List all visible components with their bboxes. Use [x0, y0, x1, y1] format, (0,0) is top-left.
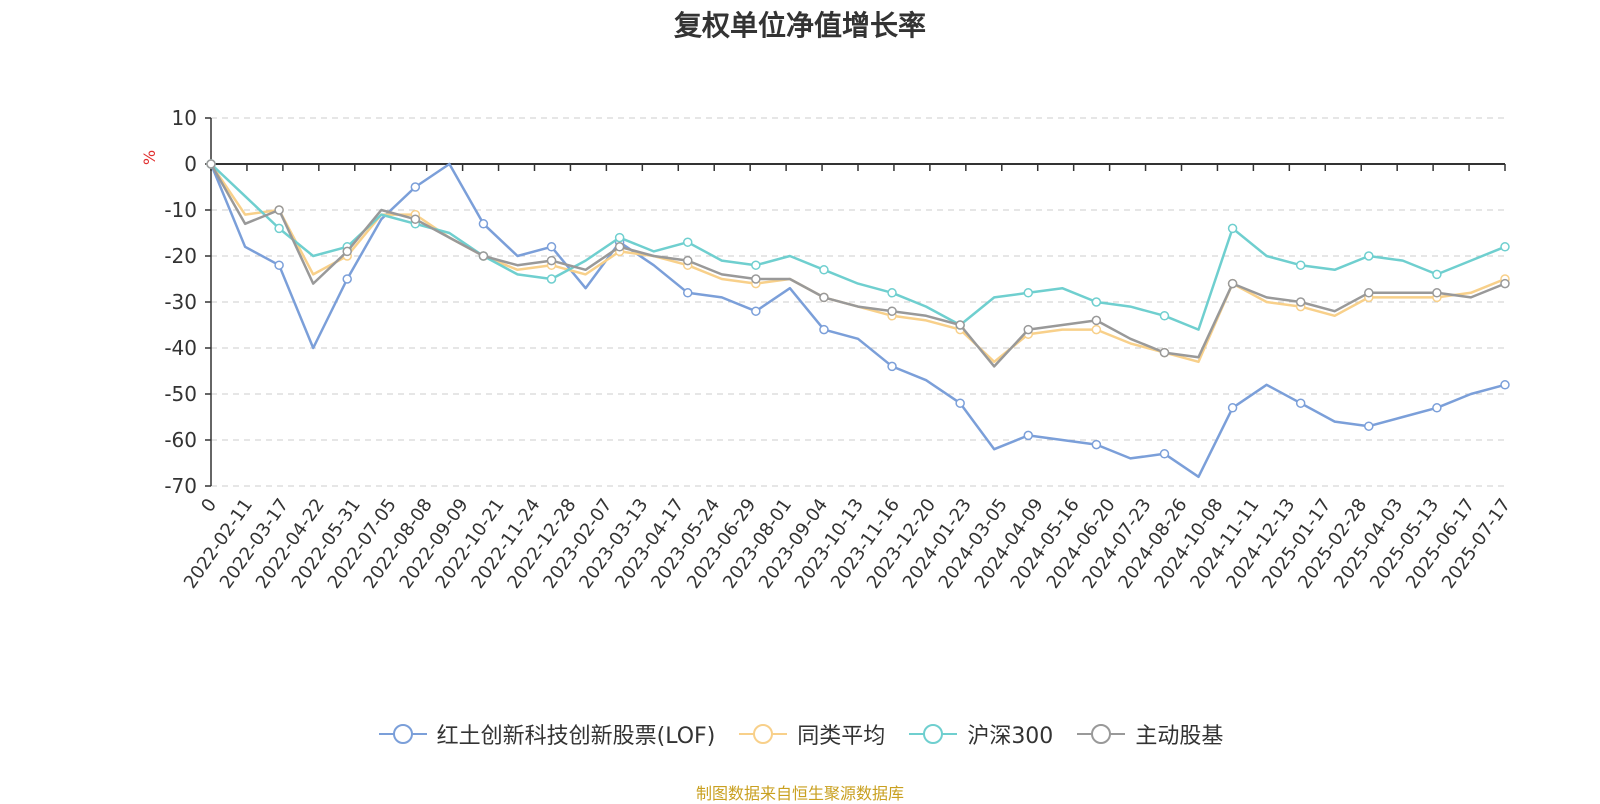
data-point	[1023, 288, 1034, 298]
axes	[205, 117, 1506, 487]
data-point	[1227, 278, 1238, 289]
data-point	[1364, 288, 1374, 298]
legend-swatch-icon	[909, 724, 958, 744]
x-tick-labels: 02022-02-112022-03-172022-04-222022-05-3…	[180, 495, 1515, 593]
legend-label: 红土创新科技创新股票(LOF)	[436, 724, 716, 749]
data-point	[1432, 269, 1442, 280]
data-point	[342, 246, 352, 257]
source-note: 制图数据来自恒生聚源数据库	[695, 784, 904, 803]
legend: 红土创新科技创新股票(LOF) 同类平均 沪深300 主动股基	[0, 718, 1600, 750]
data-point	[1023, 324, 1034, 335]
data-point	[887, 361, 897, 372]
data-point	[1227, 223, 1238, 234]
series-line	[210, 163, 1506, 331]
series-line	[209, 162, 1506, 479]
data-point	[478, 219, 489, 229]
legend-item[interactable]: 红土创新科技创新股票(LOF)	[377, 718, 716, 750]
data-point	[1159, 449, 1170, 459]
data-point	[1295, 260, 1306, 270]
legend-swatch-icon	[1077, 724, 1126, 744]
data-point	[1091, 315, 1102, 326]
data-point	[1159, 311, 1170, 321]
data-point	[206, 159, 216, 169]
data-point	[1364, 251, 1374, 261]
data-point	[887, 288, 897, 298]
data-point	[751, 274, 761, 284]
legend-item[interactable]: 主动股基	[1075, 718, 1223, 750]
data-point	[682, 288, 693, 298]
data-point	[819, 324, 829, 335]
y-tick-label: -40	[164, 336, 197, 360]
legend-label: 同类平均	[797, 724, 886, 749]
data-point	[614, 232, 625, 243]
data-point	[546, 242, 557, 252]
data-point	[887, 306, 897, 316]
data-point	[614, 242, 625, 252]
data-point	[682, 255, 693, 266]
chart-title: 复权单位净值增长率	[673, 9, 926, 42]
data-point	[1500, 278, 1510, 289]
data-point	[1227, 403, 1238, 413]
data-point	[1159, 347, 1170, 358]
legend-label: 主动股基	[1135, 724, 1224, 749]
data-point	[1091, 439, 1102, 450]
data-point	[342, 274, 352, 284]
y-tick-labels: 10 0 -10 -20 -30 -40 -50 -60 -70	[164, 106, 197, 498]
data-point	[819, 265, 829, 275]
data-point	[1364, 421, 1374, 431]
y-tick-label: 0	[184, 152, 197, 176]
y-tick-label: -70	[164, 474, 197, 498]
data-point	[1432, 403, 1442, 413]
y-tick-label: -20	[164, 244, 197, 268]
x-tick-label: 0	[197, 495, 221, 516]
data-point	[955, 320, 965, 330]
y-tick-label: -30	[164, 290, 197, 314]
data-point	[1500, 242, 1510, 252]
legend-item[interactable]: 沪深300	[907, 718, 1053, 750]
data-point	[274, 205, 284, 215]
data-point	[1295, 398, 1306, 408]
data-point	[751, 260, 761, 270]
data-point	[274, 260, 284, 270]
data-point	[546, 255, 557, 266]
data-point	[546, 274, 557, 284]
data-point	[410, 214, 421, 224]
data-point	[1091, 324, 1102, 335]
series-line	[209, 163, 1506, 364]
data-point	[1091, 297, 1102, 307]
legend-swatch-icon	[739, 724, 788, 744]
y-tick-label: -10	[164, 198, 197, 222]
series-lines	[206, 159, 1510, 479]
data-point	[1295, 297, 1306, 307]
legend-item[interactable]: 同类平均	[737, 718, 885, 750]
data-point	[1023, 430, 1034, 441]
y-tick-label: -50	[164, 382, 197, 406]
y-tick-label: -60	[164, 428, 197, 452]
data-point	[274, 223, 284, 234]
data-point	[1432, 288, 1442, 298]
data-point	[819, 292, 829, 303]
legend-label: 沪深300	[967, 724, 1054, 749]
grid-lines	[211, 117, 1505, 487]
data-point	[478, 251, 489, 261]
legend-swatch-icon	[378, 724, 427, 744]
y-tick-label: 10	[172, 106, 197, 130]
data-point	[955, 398, 965, 408]
data-point	[682, 237, 693, 247]
data-point	[751, 306, 761, 316]
series-line	[209, 163, 1506, 368]
data-point	[410, 182, 421, 192]
data-point	[1500, 380, 1510, 390]
